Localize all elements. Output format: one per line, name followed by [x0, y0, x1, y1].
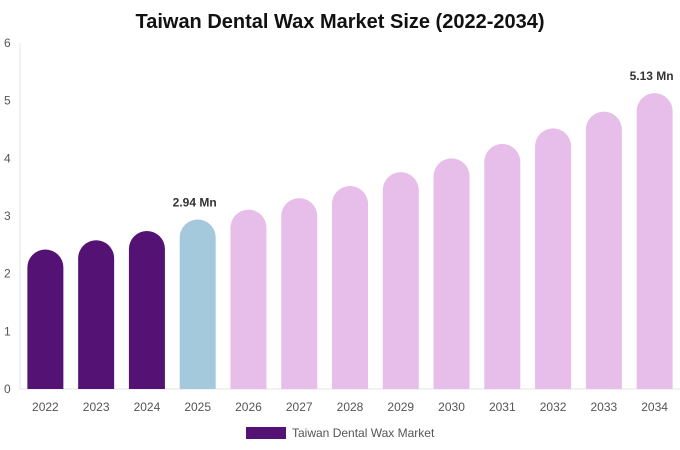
data-label: 2.94 Mn — [173, 195, 217, 209]
data-labels-group: 2.94 Mn 5.13 Mn — [173, 69, 674, 209]
x-tick-label: 2031 — [489, 400, 516, 414]
bar-2024[interactable] — [128, 230, 165, 389]
legend-swatch — [246, 427, 286, 439]
x-tick-label: 2030 — [438, 400, 465, 414]
bar-2031[interactable] — [484, 143, 521, 389]
y-tick-label: 1 — [4, 324, 11, 338]
bar-2029[interactable] — [382, 172, 419, 389]
x-tick-label: 2026 — [235, 400, 262, 414]
x-tick-label: 2023 — [83, 400, 110, 414]
bar-2034[interactable] — [636, 93, 673, 390]
bar-2025[interactable] — [179, 219, 216, 389]
bar-2022[interactable] — [27, 249, 64, 389]
x-tick-label: 2027 — [286, 400, 313, 414]
x-axis: 2022 2023 2024 2025 2026 2027 2028 2029 2030 2031… — [20, 388, 680, 414]
data-label: 5.13 Mn — [630, 69, 674, 83]
y-tick-label: 6 — [4, 36, 11, 50]
bar-2028[interactable] — [332, 186, 368, 389]
x-tick-label: 2028 — [337, 400, 364, 414]
x-tick-label: 2025 — [184, 400, 211, 414]
y-tick-label: 4 — [4, 151, 11, 165]
x-tick-label: 2022 — [32, 400, 59, 414]
bar-2033[interactable] — [585, 111, 622, 389]
legend-label: Taiwan Dental Wax Market — [292, 426, 435, 440]
bars-group — [27, 93, 673, 390]
y-axis: 0 1 2 3 4 5 6 — [4, 36, 21, 396]
y-tick-label: 0 — [4, 382, 11, 396]
y-tick-label: 3 — [4, 209, 11, 223]
bar-2027[interactable] — [281, 198, 318, 389]
legend[interactable]: Taiwan Dental Wax Market — [246, 426, 435, 440]
bar-2023[interactable] — [78, 240, 115, 389]
y-tick-label: 2 — [4, 267, 11, 281]
x-tick-label: 2029 — [387, 400, 414, 414]
x-tick-label: 2032 — [540, 400, 567, 414]
x-tick-label: 2033 — [590, 400, 617, 414]
x-tick-label: 2024 — [134, 400, 161, 414]
y-tick-label: 5 — [4, 94, 11, 108]
bar-2030[interactable] — [433, 158, 470, 389]
bar-2032[interactable] — [535, 128, 572, 389]
x-tick-label: 2034 — [641, 400, 668, 414]
chart-title: Taiwan Dental Wax Market Size (2022-2034… — [135, 11, 544, 33]
bar-2026[interactable] — [230, 209, 267, 389]
